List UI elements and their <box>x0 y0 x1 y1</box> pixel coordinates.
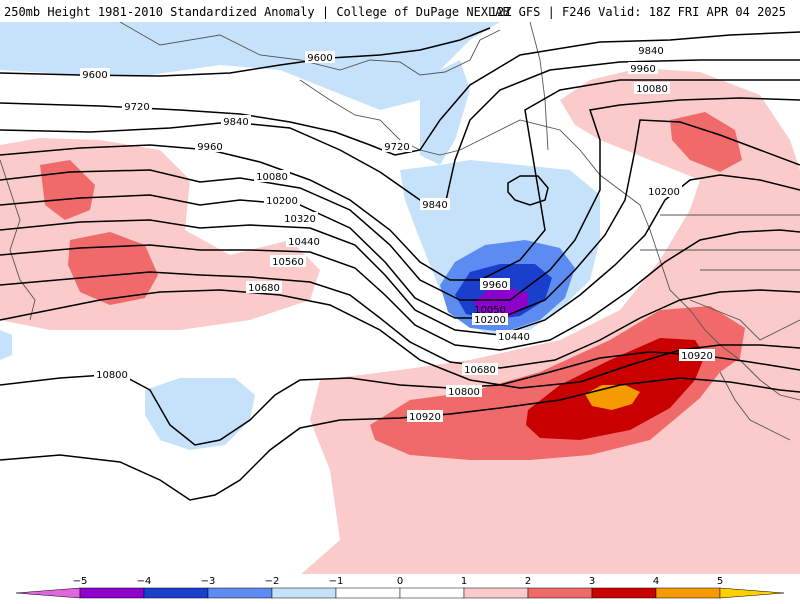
cb-tick-neg3: −3 <box>201 576 216 587</box>
svg-text:9720: 9720 <box>124 102 149 113</box>
svg-text:10440: 10440 <box>288 237 320 248</box>
svg-text:10920: 10920 <box>409 412 441 423</box>
cb-tick-neg2: −2 <box>265 576 280 587</box>
cb-swatch-neg3 <box>143 587 209 599</box>
svg-text:10920: 10920 <box>681 351 713 362</box>
contour-label-10080-a: 10080 <box>254 170 290 183</box>
cb-swatch-pos1 <box>463 587 529 599</box>
neg4-region <box>474 288 528 318</box>
cb-tick-neg5: −5 <box>73 576 88 587</box>
contour-label-9840-c: 9840 <box>636 44 666 57</box>
cb-swatch-neg2 <box>207 587 273 599</box>
contour-label-9840-b: 9840 <box>420 198 450 211</box>
cb-arrow-right <box>719 587 785 599</box>
contour-label-9720-a: 9720 <box>122 100 152 113</box>
svg-text:10080: 10080 <box>636 84 668 95</box>
contour-label-9960-c: 9960 <box>480 278 510 291</box>
contour-label-9720-b: 9720 <box>382 140 412 153</box>
svg-text:9840: 9840 <box>422 200 447 211</box>
map-title: 250mb Height 1981-2010 Standardized Anom… <box>4 5 510 19</box>
contour-label-10320: 10320 <box>282 212 318 225</box>
svg-text:9840: 9840 <box>223 117 248 128</box>
cb-tick-pos3: 3 <box>589 576 595 587</box>
cb-tick-pos1: 1 <box>461 576 467 587</box>
pos2-region-west-a <box>40 160 95 220</box>
contour-label-10080-b: 10080 <box>634 82 670 95</box>
cb-tick-pos5: 5 <box>717 576 723 587</box>
contour-label-10200-a: 10200 <box>264 194 300 207</box>
svg-text:10080: 10080 <box>256 172 288 183</box>
neg1-region-alaska-strip <box>420 60 470 165</box>
neg1-region-corner <box>0 330 12 360</box>
contour-label-10680-a: 10680 <box>246 281 282 294</box>
svg-text:9960: 9960 <box>482 280 507 291</box>
svg-text:10440: 10440 <box>498 332 530 343</box>
contour-label-9600-a: 9600 <box>80 68 110 81</box>
cb-swatch-neg1 <box>271 587 337 599</box>
contour-label-10200-c: 10200 <box>472 313 508 326</box>
contour-label-10440-b: 10440 <box>496 330 532 343</box>
contour-label-10560: 10560 <box>270 255 306 268</box>
svg-text:10320: 10320 <box>284 214 316 225</box>
header-bar: 250mb Height 1981-2010 Standardized Anom… <box>0 0 800 22</box>
contour-label-9840-a: 9840 <box>221 115 251 128</box>
contour-label-group: 9600 9600 9720 9720 9840 9840 <box>80 44 715 423</box>
contour-label-10920-b: 10920 <box>679 349 715 362</box>
contour-label-10200-b: 10200 <box>646 185 682 198</box>
contour-label-9960-b: 9960 <box>628 62 658 75</box>
svg-text:9960: 9960 <box>197 142 222 153</box>
colorbar: −5 −4 −3 −2 −1 0 1 2 3 4 5 <box>0 574 800 600</box>
svg-text:9840: 9840 <box>638 46 663 57</box>
colorbar-ticks: −5 −4 −3 −2 −1 0 1 2 3 4 5 <box>73 576 724 587</box>
svg-text:10200: 10200 <box>474 315 506 326</box>
model-run-info: 12Z GFS | F246 Valid: 18Z FRI APR 04 202… <box>489 5 786 19</box>
neg1-region-north <box>0 22 500 110</box>
coastlines <box>0 22 800 441</box>
anomaly-shading <box>0 22 800 574</box>
contour-label-9960-a: 9960 <box>195 140 225 153</box>
neg1-region-pacific <box>145 378 255 450</box>
contour-label-10050: 10050 <box>474 305 506 316</box>
svg-text:10050: 10050 <box>474 305 506 316</box>
svg-text:10800: 10800 <box>448 387 480 398</box>
pos2-region-west-b <box>68 232 158 305</box>
cb-swatch-zero-neg <box>335 587 401 599</box>
cb-arrow-left <box>15 587 81 599</box>
svg-text:9600: 9600 <box>307 53 332 64</box>
svg-text:10560: 10560 <box>272 257 304 268</box>
cb-tick-pos2: 2 <box>525 576 531 587</box>
svg-text:10200: 10200 <box>648 187 680 198</box>
pos4-region <box>585 385 640 410</box>
colorbar-swatches <box>15 587 785 599</box>
colorbar-canvas: −5 −4 −3 −2 −1 0 1 2 3 4 5 <box>15 576 785 599</box>
contour-label-10800-a: 10800 <box>94 368 130 381</box>
map-canvas: 9600 9600 9720 9720 9840 9840 <box>0 22 800 574</box>
cb-swatch-pos4 <box>655 587 721 599</box>
cb-tick-0: 0 <box>397 576 403 587</box>
cb-swatch-zero-pos <box>399 587 465 599</box>
svg-text:10800: 10800 <box>96 370 128 381</box>
cb-tick-pos4: 4 <box>653 576 659 587</box>
svg-text:10680: 10680 <box>248 283 280 294</box>
svg-text:10680: 10680 <box>464 365 496 376</box>
svg-text:9960: 9960 <box>630 64 655 75</box>
map-panel: 9600 9600 9720 9720 9840 9840 <box>0 22 800 574</box>
cb-swatch-neg4 <box>79 587 145 599</box>
contour-label-10920-a: 10920 <box>407 410 443 423</box>
svg-text:9600: 9600 <box>82 70 107 81</box>
svg-text:9720: 9720 <box>384 142 409 153</box>
pos2-region-ne <box>670 112 742 172</box>
contour-label-10440-a: 10440 <box>286 235 322 248</box>
cb-swatch-pos3 <box>591 587 657 599</box>
cb-tick-neg4: −4 <box>137 576 152 587</box>
contour-label-9600-b: 9600 <box>305 51 335 64</box>
cb-tick-neg1: −1 <box>329 576 344 587</box>
svg-text:10200: 10200 <box>266 196 298 207</box>
contour-label-10680-b: 10680 <box>462 363 498 376</box>
contour-label-10800-b: 10800 <box>446 385 482 398</box>
cb-swatch-pos2 <box>527 587 593 599</box>
